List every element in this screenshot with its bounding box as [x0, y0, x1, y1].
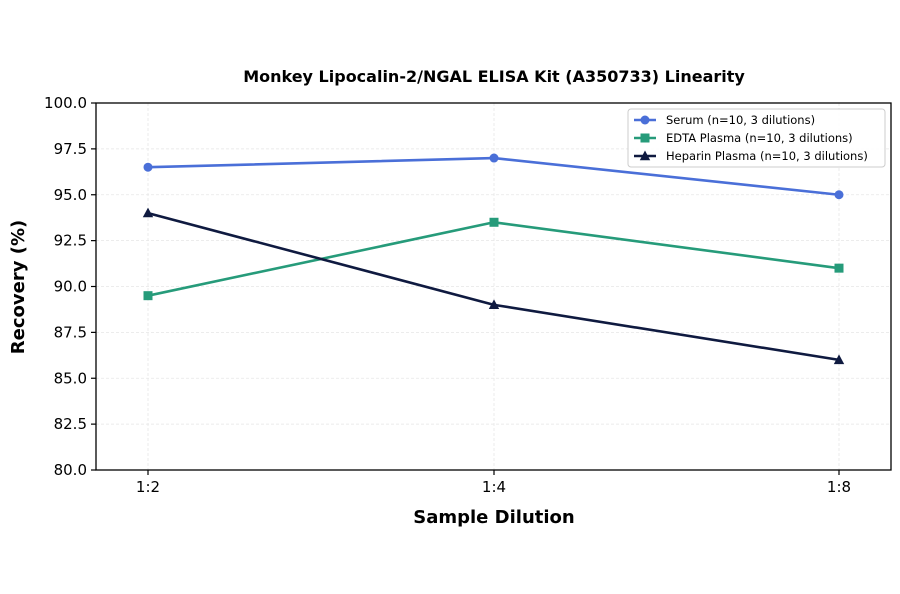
data-point	[833, 354, 845, 365]
x-tick-label: 1:4	[482, 478, 506, 496]
data-point	[834, 190, 844, 200]
y-axis-label: Recovery (%)	[8, 220, 29, 354]
data-point	[143, 162, 153, 172]
legend-marker	[640, 115, 650, 125]
series-triangle	[142, 207, 845, 365]
data-point	[488, 299, 500, 310]
legend-label: EDTA Plasma (n=10, 3 dilutions)	[666, 131, 853, 145]
data-point	[142, 207, 154, 218]
y-tick-label: 95.0	[54, 186, 87, 204]
y-tick-label: 80.0	[54, 461, 87, 479]
chart-title: Monkey Lipocalin-2/NGAL ELISA Kit (A3507…	[243, 67, 745, 86]
x-axis-label: Sample Dilution	[413, 507, 574, 528]
legend-marker	[639, 150, 651, 161]
y-tick-label: 87.5	[54, 323, 87, 341]
data-point	[489, 217, 499, 227]
y-axis: 80.0 82.5 85.0 87.5 90.0 92.5 95.0 97.5 100.0	[44, 94, 96, 479]
legend-label: Serum (n=10, 3 dilutions)	[666, 113, 815, 127]
legend: Serum (n=10, 3 dilutions) EDTA Plasma (n=…	[627, 108, 886, 168]
series-square	[143, 217, 844, 301]
x-axis: 1:2 1:4 1:8	[136, 470, 851, 496]
y-tick-label: 97.5	[54, 140, 87, 158]
x-tick-label: 1:2	[136, 478, 160, 496]
y-tick-label: 100.0	[44, 94, 87, 112]
y-tick-label: 82.5	[54, 415, 87, 433]
data-point	[489, 153, 499, 163]
y-tick-label: 85.0	[54, 369, 87, 387]
legend-label: Heparin Plasma (n=10, 3 dilutions)	[666, 149, 868, 163]
y-tick-label: 92.5	[54, 232, 87, 250]
series-line	[147, 220, 840, 297]
data-point	[143, 291, 153, 301]
series-layer	[142, 153, 845, 365]
y-tick-label: 90.0	[54, 278, 87, 296]
legend-box	[627, 108, 886, 168]
data-point	[834, 263, 844, 273]
series-circle	[143, 153, 844, 200]
legend-marker	[640, 133, 650, 143]
x-tick-label: 1:8	[827, 478, 851, 496]
